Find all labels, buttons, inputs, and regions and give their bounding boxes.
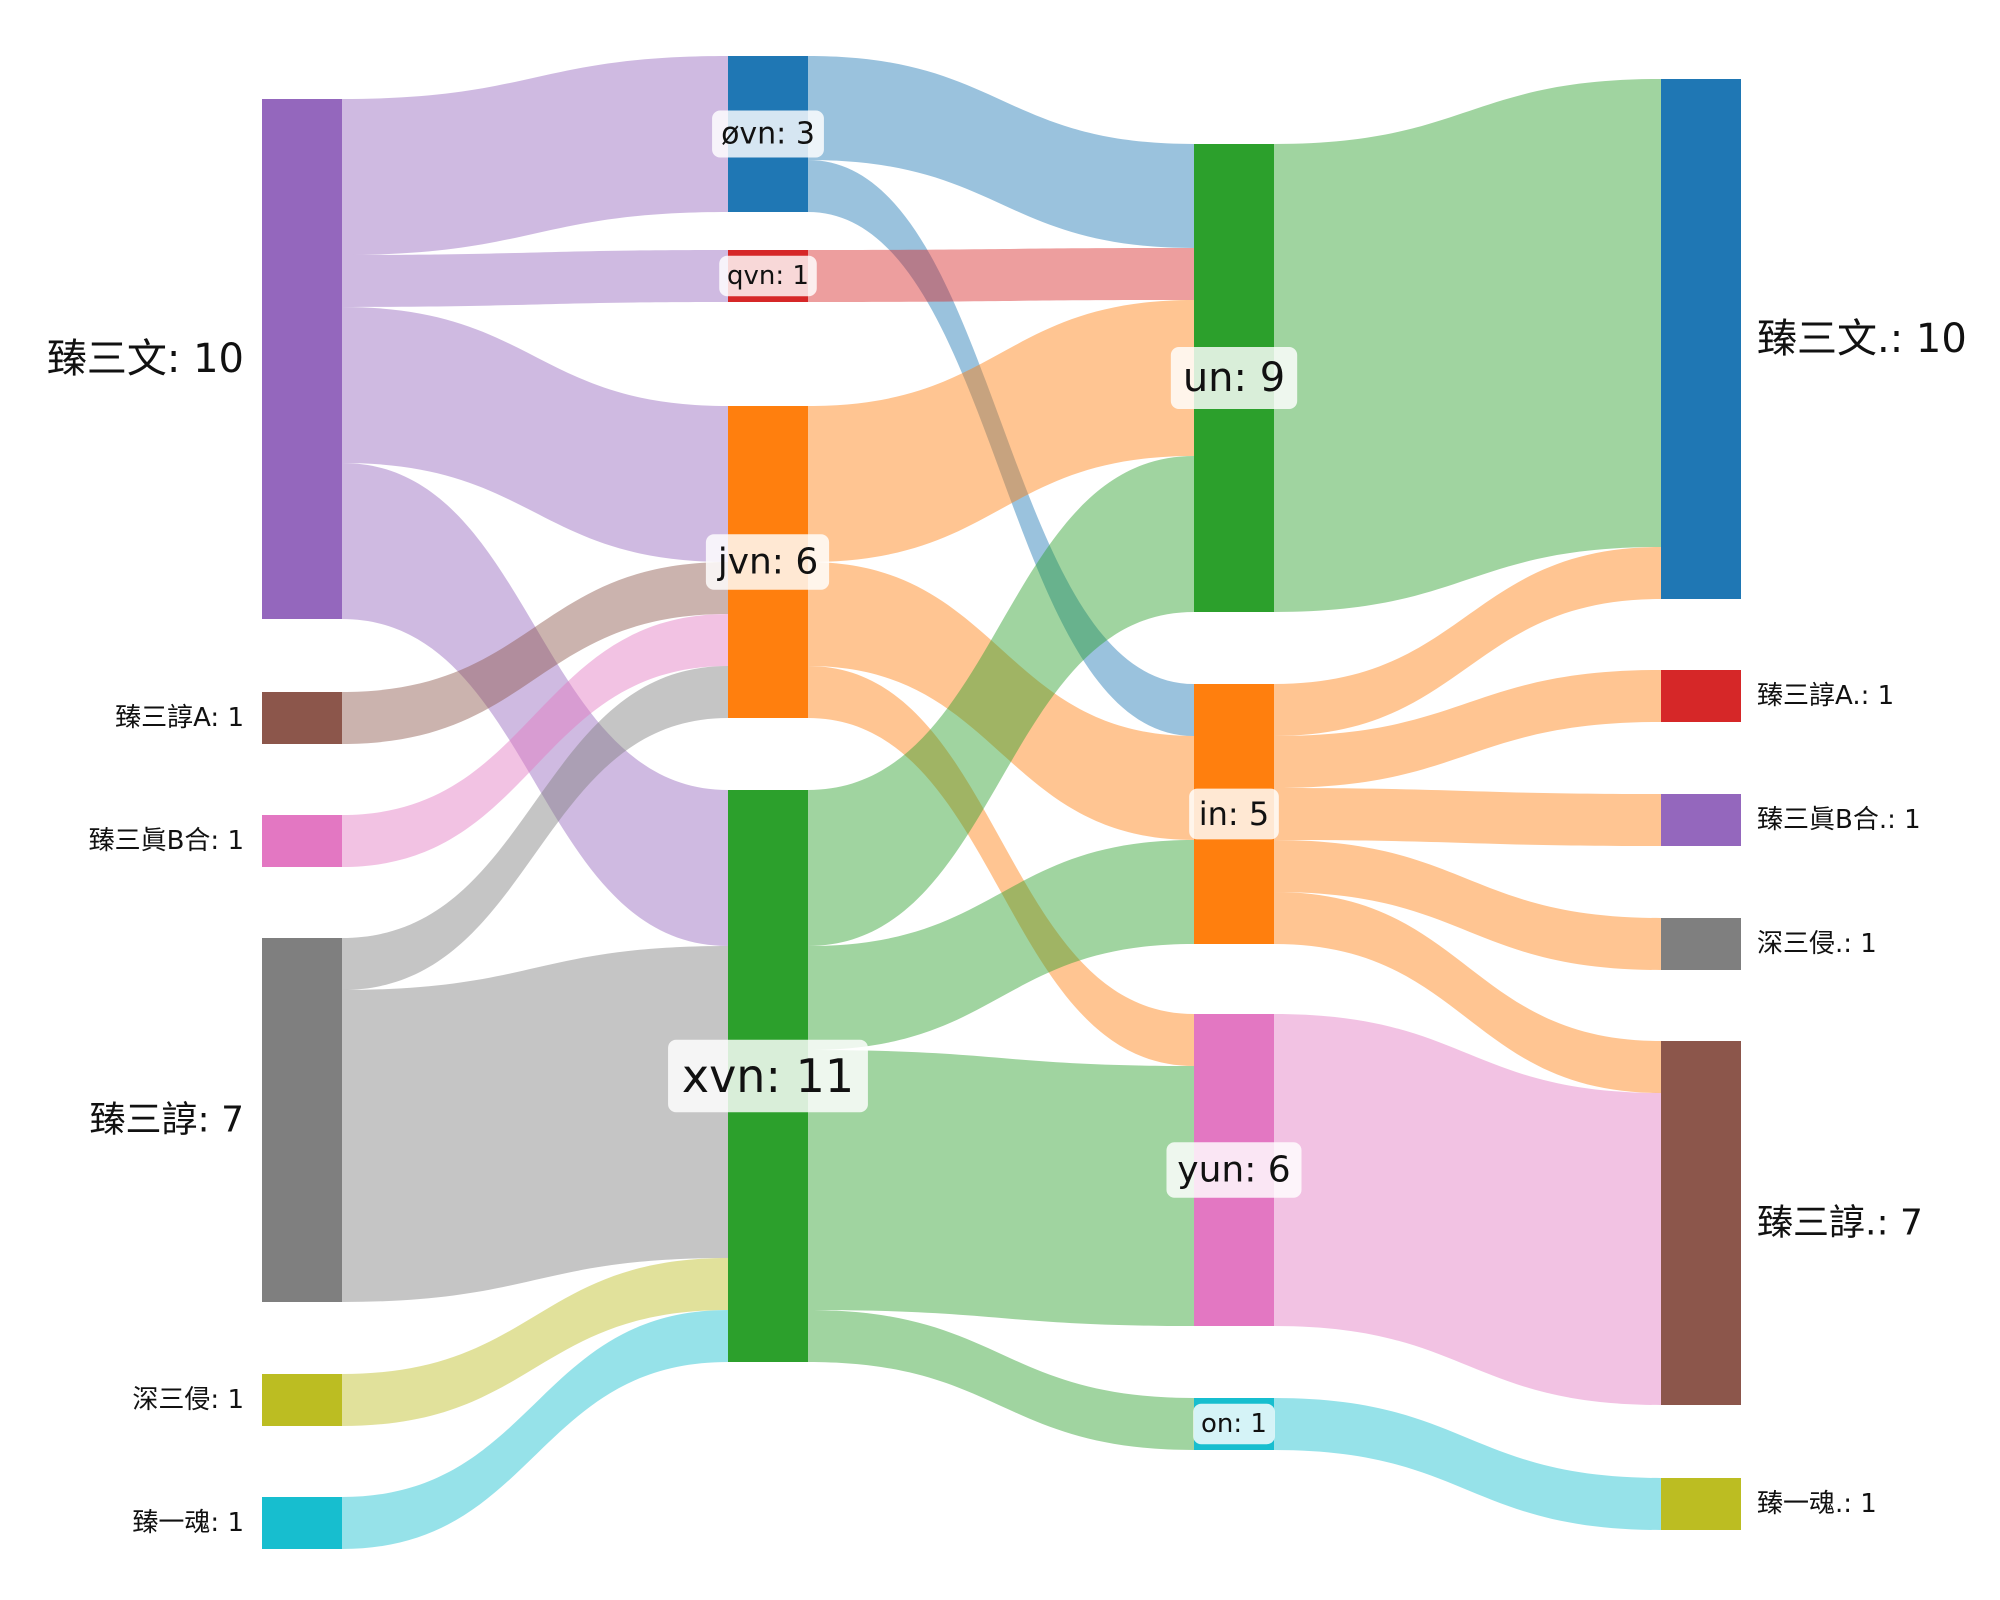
node-label-box-m_qvn — [719, 255, 817, 297]
node-label-m_xvn: xvn: 11 — [668, 1039, 868, 1113]
node-label-text-m_xvn: xvn: 11 — [682, 1049, 854, 1103]
node-label-f_yun: yun: 6 — [1166, 1142, 1302, 1198]
node-label-text-m_qvn: qvn: 1 — [727, 261, 809, 291]
link-s_qin-to-m_xvn — [342, 1258, 728, 1426]
link-f_in-to-t_zhenB — [1274, 788, 1661, 846]
node-s_chun — [262, 938, 342, 1302]
node-label-text-m_jvn: jvn: 6 — [717, 542, 819, 583]
node-label-f_in: in: 5 — [1189, 788, 1279, 840]
node-label-box-m_ovn — [712, 110, 824, 158]
link-s_wen-to-m_ovn — [342, 56, 728, 255]
link-f_in-to-t_chun — [1274, 892, 1661, 1093]
node-s_qin — [262, 1374, 342, 1426]
labels-layer: 臻三文: 10 臻三諄A: 1 臻三眞B合: 1 臻三諄: 7 深三侵: 1 臻一魂: 1… — [47, 110, 1967, 1538]
node-label-t_hun: 臻一魂.: 1 — [1757, 1489, 1877, 1519]
node-label-t_chun: 臻三諄.: 7 — [1757, 1203, 1923, 1244]
node-label-box-f_in — [1189, 788, 1279, 840]
link-s_wen-to-m_jvn — [342, 307, 728, 562]
link-m_jvn-to-f_un — [808, 300, 1194, 562]
link-s_zhenB-to-m_jvn — [342, 614, 728, 867]
link-f_yun-to-t_chun — [1274, 1014, 1661, 1405]
node-s_hun — [262, 1497, 342, 1549]
node-s_chunA — [262, 692, 342, 744]
node-t_chunA — [1661, 670, 1741, 722]
node-t_zhenB — [1661, 794, 1741, 846]
node-label-text-f_on: on: 1 — [1201, 1409, 1267, 1439]
link-f_in-to-t_chunA — [1274, 670, 1661, 788]
node-t_qin — [1661, 918, 1741, 970]
node-label-t_wen: 臻三文.: 10 — [1757, 316, 1967, 362]
link-f_on-to-t_hun — [1274, 1398, 1661, 1530]
node-label-f_un: un: 9 — [1170, 347, 1298, 409]
node-label-s_hun: 臻一魂: 1 — [132, 1508, 244, 1538]
links-layer — [342, 56, 1661, 1549]
node-label-box-f_un — [1170, 347, 1298, 409]
link-m_jvn-to-f_yun — [808, 666, 1194, 1066]
link-m_ovn-to-f_in — [808, 160, 1194, 736]
link-m_ovn-to-f_un — [808, 56, 1194, 248]
link-m_xvn-to-f_un — [808, 456, 1194, 946]
node-label-text-f_un: un: 9 — [1183, 355, 1285, 401]
node-label-text-f_in: in: 5 — [1199, 795, 1269, 833]
link-s_wen-to-m_qvn — [342, 250, 728, 307]
node-label-box-m_xvn — [668, 1039, 868, 1113]
node-label-text-f_yun: yun: 6 — [1177, 1150, 1290, 1191]
link-f_in-to-t_wen — [1274, 547, 1661, 736]
node-label-s_chun: 臻三諄: 7 — [90, 1100, 244, 1141]
node-s_zhenB — [262, 815, 342, 867]
link-m_xvn-to-f_on — [808, 1310, 1194, 1450]
node-label-box-f_on — [1193, 1403, 1275, 1445]
link-s_chun-to-m_jvn — [342, 666, 728, 990]
node-label-f_on: on: 1 — [1193, 1403, 1275, 1445]
node-label-t_qin: 深三侵.: 1 — [1757, 929, 1877, 959]
node-label-t_zhenB: 臻三眞B合.: 1 — [1757, 805, 1921, 835]
node-t_hun — [1661, 1478, 1741, 1530]
link-m_xvn-to-f_in — [808, 840, 1194, 1050]
link-s_chun-to-m_xvn — [342, 946, 728, 1302]
node-label-s_zhenB: 臻三眞B合: 1 — [89, 826, 244, 856]
link-s_chunA-to-m_jvn — [342, 562, 728, 744]
node-label-s_wen: 臻三文: 10 — [47, 336, 244, 382]
node-label-t_chunA: 臻三諄A.: 1 — [1757, 681, 1894, 711]
node-label-m_jvn: jvn: 6 — [705, 534, 830, 590]
link-s_wen-to-m_xvn — [342, 463, 728, 946]
node-label-box-f_yun — [1166, 1142, 1302, 1198]
link-m_qvn-to-f_un — [808, 248, 1194, 302]
node-label-s_chunA: 臻三諄A: 1 — [115, 703, 244, 733]
node-s_wen — [262, 99, 342, 619]
link-s_hun-to-m_xvn — [342, 1310, 728, 1549]
node-label-box-m_jvn — [705, 534, 830, 590]
node-label-s_qin: 深三侵: 1 — [132, 1385, 244, 1415]
node-label-m_qvn: qvn: 1 — [719, 255, 817, 297]
node-t_chun — [1661, 1041, 1741, 1405]
node-t_wen — [1661, 79, 1741, 599]
node-label-text-m_ovn: øvn: 3 — [721, 117, 815, 152]
link-m_jvn-to-f_in — [808, 562, 1194, 840]
link-m_xvn-to-f_yun — [808, 1050, 1194, 1326]
link-f_un-to-t_wen — [1274, 79, 1661, 612]
link-f_in-to-t_qin — [1274, 840, 1661, 970]
node-label-m_ovn: øvn: 3 — [712, 110, 824, 158]
